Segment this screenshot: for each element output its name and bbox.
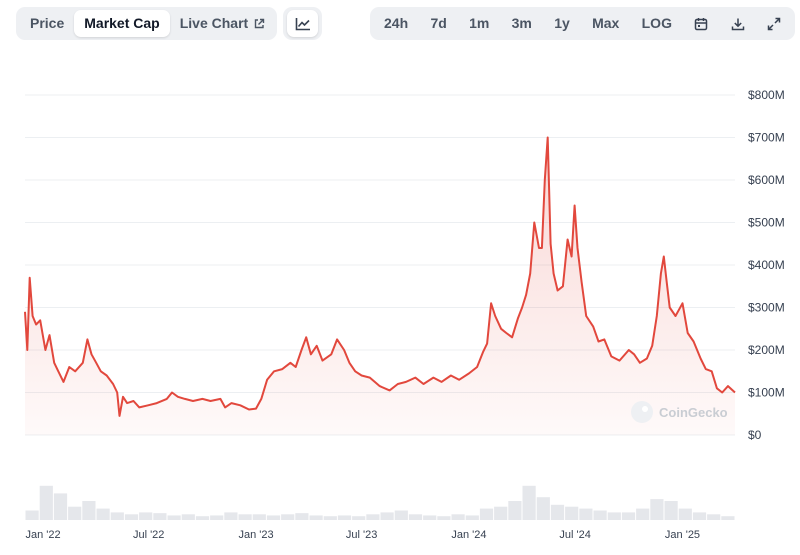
range-7d[interactable]: 7d <box>430 15 447 31</box>
volume-bar <box>352 516 366 520</box>
x-tick-label: Jan '22 <box>26 529 61 541</box>
x-tick-label: Jul '24 <box>559 529 590 541</box>
chart-type-toggle <box>283 7 322 40</box>
y-axis: $0 $100M $200M $300M $400M $500M $600M $700M $80… <box>748 88 785 442</box>
market-cap-area <box>25 137 735 435</box>
volume-bar <box>579 508 593 520</box>
volume-bar <box>423 515 437 520</box>
volume-bar <box>366 514 380 520</box>
volume-bar <box>25 510 39 520</box>
volume-bar <box>636 508 650 520</box>
volume-bar <box>153 513 167 520</box>
volume-bar <box>53 493 68 520</box>
volume-bar <box>607 512 621 520</box>
expand-icon <box>767 17 781 30</box>
volume-bar <box>593 510 607 520</box>
volume-bar <box>82 501 96 520</box>
y-tick-label: $600M <box>748 173 785 187</box>
volume-bar <box>394 510 408 520</box>
volume-bar <box>451 514 465 520</box>
volume-bars <box>25 485 735 520</box>
y-tick-label: $500M <box>748 216 785 230</box>
range-1m[interactable]: 1m <box>469 15 490 31</box>
expand-button[interactable] <box>759 10 789 37</box>
volume-bar <box>494 506 508 520</box>
y-tick-label: $100M <box>748 386 785 400</box>
volume-bar <box>536 497 550 520</box>
volume-bar <box>337 515 352 520</box>
y-tick-label: $800M <box>748 88 785 102</box>
y-tick-label: $0 <box>748 428 762 442</box>
y-tick-label: $200M <box>748 343 785 357</box>
volume-bar <box>252 514 266 520</box>
volume-bar <box>39 485 53 520</box>
calendar-button[interactable] <box>686 10 716 37</box>
range-3m[interactable]: 3m <box>511 15 532 31</box>
volume-bar <box>139 512 153 520</box>
volume-bar <box>167 515 181 520</box>
volume-bar <box>380 512 394 520</box>
volume-bar <box>678 508 692 520</box>
y-tick-label: $700M <box>748 131 785 145</box>
chart-mode-tabs: Price Market Cap Live Chart <box>16 7 277 40</box>
volume-bar <box>408 514 423 520</box>
external-link-icon <box>254 19 265 29</box>
volume-bar <box>707 514 721 520</box>
volume-bar <box>508 501 522 520</box>
volume-bar <box>664 501 678 520</box>
x-tick-label: Jan '25 <box>665 529 700 541</box>
x-tick-label: Jan '24 <box>451 529 486 541</box>
volume-bar <box>550 504 565 520</box>
volume-bar <box>650 499 664 520</box>
volume-bar <box>181 514 195 520</box>
volume-bar <box>68 506 82 520</box>
volume-bar <box>210 515 224 520</box>
range-selector: 24h 7d 1m 3m 1y Max LOG <box>370 7 795 40</box>
volume-bar <box>479 508 494 520</box>
log-scale-toggle[interactable]: LOG <box>641 15 672 31</box>
volume-bar <box>224 512 238 520</box>
tab-live-chart[interactable]: Live Chart <box>170 10 275 37</box>
coingecko-watermark: CoinGecko <box>631 401 728 423</box>
volume-bar <box>238 514 252 520</box>
x-tick-label: Jan '23 <box>238 529 273 541</box>
chart-type-button[interactable] <box>287 10 318 37</box>
volume-bar <box>309 515 323 520</box>
y-tick-label: $300M <box>748 301 785 315</box>
calendar-icon <box>695 17 708 30</box>
x-axis: Jan '22 Jul '22 Jan '23 Jul '23 Jan '24 Jul '… <box>26 529 701 541</box>
line-chart-icon <box>295 17 310 30</box>
volume-bar <box>721 516 735 520</box>
volume-bar <box>465 515 479 520</box>
volume-bar <box>692 512 707 520</box>
market-cap-line <box>24 136 736 417</box>
range-1y[interactable]: 1y <box>554 15 570 31</box>
download-button[interactable] <box>723 10 753 37</box>
volume-bar <box>565 506 579 520</box>
y-tick-label: $400M <box>748 258 785 272</box>
volume-bar <box>621 512 636 520</box>
volume-bar <box>522 485 536 520</box>
watermark-text: CoinGecko <box>659 405 728 420</box>
volume-bar <box>96 508 110 520</box>
volume-bar <box>323 516 337 520</box>
volume-bar <box>266 515 281 520</box>
tab-live-chart-label: Live Chart <box>179 15 249 31</box>
volume-bar <box>281 514 295 520</box>
volume-bar <box>110 512 124 520</box>
download-icon <box>731 18 744 30</box>
x-tick-label: Jul '22 <box>133 529 164 541</box>
volume-bar <box>295 513 309 520</box>
tab-price[interactable]: Price <box>30 15 65 31</box>
volume-bar <box>195 516 210 520</box>
range-24h[interactable]: 24h <box>384 15 409 31</box>
x-tick-label: Jul '23 <box>346 529 377 541</box>
volume-bar <box>124 514 139 520</box>
tab-market-cap[interactable]: Market Cap <box>74 10 170 37</box>
range-max[interactable]: Max <box>592 15 620 31</box>
volume-bar <box>437 516 451 520</box>
